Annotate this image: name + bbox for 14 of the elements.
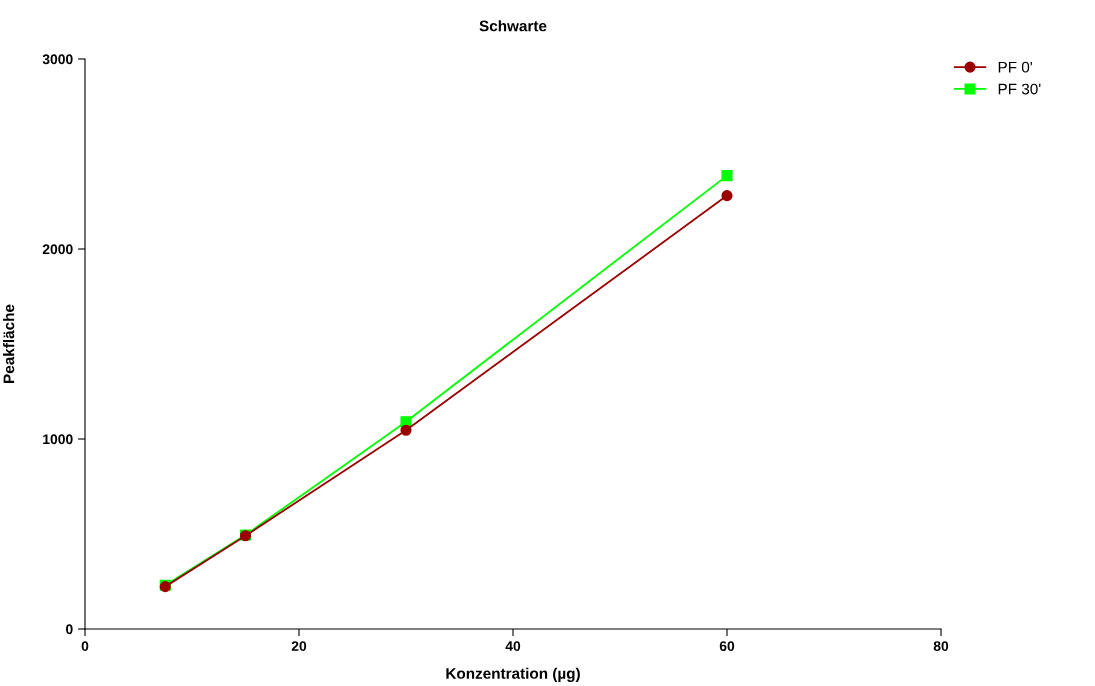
x-tick-label: 80: [933, 641, 949, 652]
y-tick-label: 2000: [42, 244, 73, 255]
x-tick-label: 20: [291, 641, 307, 652]
x-tick-label: 40: [505, 641, 521, 652]
legend-label: PF 30': [998, 83, 1041, 95]
chart-title: Schwarte: [479, 20, 547, 32]
x-tick-label: 0: [81, 641, 89, 652]
y-tick-label: 0: [66, 624, 73, 635]
y-axis-title: Peakfläche: [3, 304, 15, 383]
y-tick-label: 1000: [43, 434, 73, 445]
y-tick-label: 3000: [42, 54, 73, 65]
x-tick-label: 60: [719, 641, 735, 652]
x-axis-title: Konzentration (µg): [446, 667, 580, 682]
legend-label: PF 0': [998, 61, 1032, 73]
